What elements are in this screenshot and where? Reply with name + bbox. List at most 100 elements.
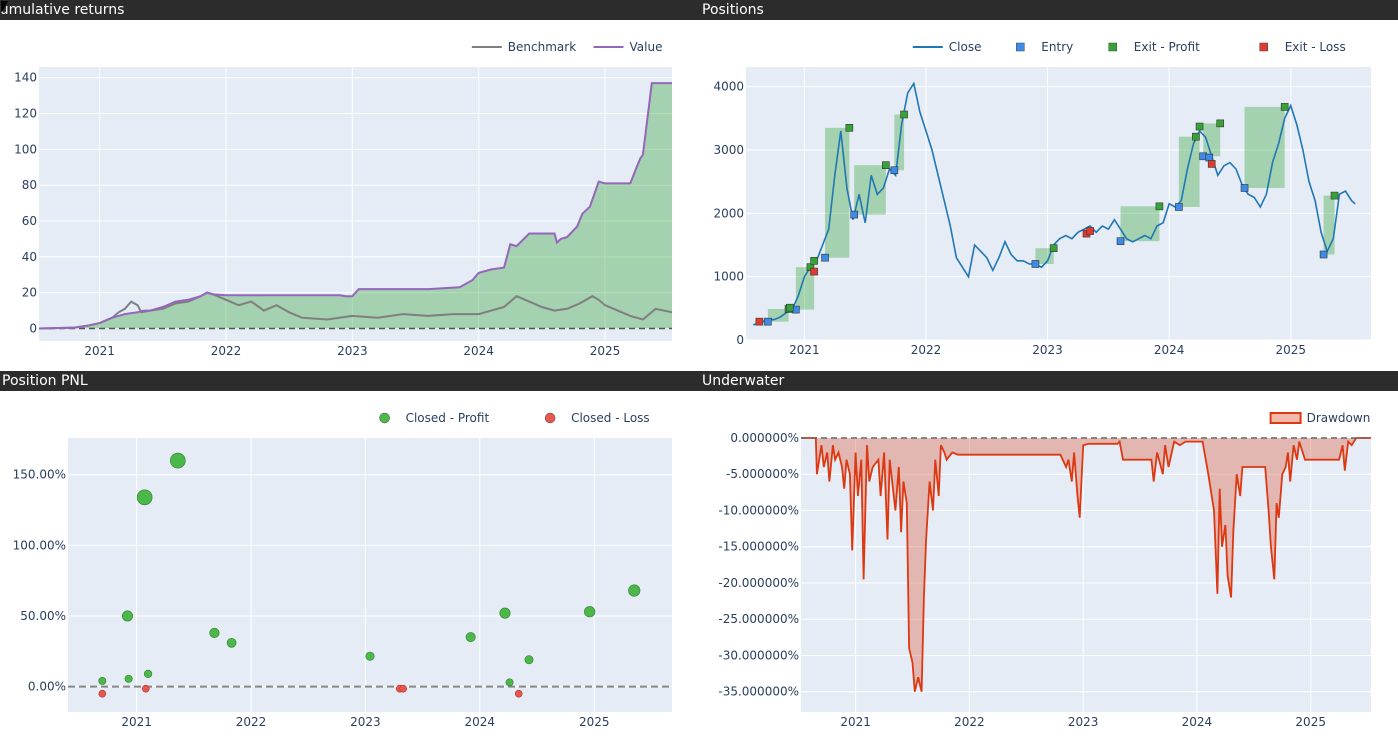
profit-trade-band [1203,123,1221,157]
loss-point [98,689,107,698]
y-tick-label: 50.00% [20,609,66,623]
legend-square-swatch [1108,42,1118,52]
y-tick-label: 120 [14,107,37,121]
y-tick-label: 3000 [713,143,744,157]
x-tick-label: 2024 [1154,343,1185,357]
plot-area [68,438,672,712]
y-tick-label: -15.000000% [718,540,799,554]
exit-profit-marker [845,124,854,132]
legend-circle-swatch [544,412,556,424]
profit-point [143,669,153,678]
exit-profit-marker [1155,202,1164,211]
profit-trade-band [795,267,815,310]
x-tick-label: 2022 [911,343,942,357]
y-tick-label: -10.000000% [718,503,799,517]
y-tick-label: 0 [736,333,744,347]
positions-chart: 2021 2022 2023 2024 2025 0 1000 2000 3000 4000 Exi… [713,40,1371,357]
profit-point [226,637,237,648]
y-tick-label: 150.00% [13,468,66,482]
x-tick-label: 2022 [954,715,985,729]
mouse-cursor-icon [1,1,8,13]
legend-area-swatch [1269,412,1302,424]
profit-point [365,651,375,661]
profit-point [209,627,220,638]
x-tick-label: 2021 [840,715,871,729]
benchmark-line [38,291,673,330]
entry-marker [764,317,772,326]
value-above-baseline-fill [39,83,672,329]
y-tick-label: 1000 [713,270,744,284]
x-tick-label: 2021 [121,715,152,729]
profit-point [584,606,596,618]
exit-loss-marker [1207,160,1216,168]
entry-marker [1175,203,1183,211]
profit-point [524,655,534,665]
profit-trade-band [767,308,789,322]
x-tick-label: 2024 [465,715,496,729]
x-tick-label: 2025 [579,715,610,729]
legend-label: Benchmark [508,40,576,54]
positions-title: Positions [702,2,764,18]
x-tick-label: 2025 [1275,343,1306,357]
y-tick-label: 100 [14,142,37,156]
exit-loss-marker [1086,227,1094,235]
exit-profit-marker [900,110,908,119]
entry-marker [1116,237,1125,245]
loss-point [141,684,150,693]
exit-profit-marker [810,257,818,265]
x-tick-label: 2025 [1295,715,1326,729]
profit-point [505,678,514,687]
underwater-title: Underwater [702,373,785,389]
drawdown-line [801,437,1371,692]
value-line [38,82,672,330]
legend-label: Closed - Loss [571,411,650,425]
legend-label: Exit - Loss [1285,40,1346,54]
y-tick-label: 140 [14,71,37,85]
profit-point [98,676,107,685]
exit-profit-marker [1280,103,1289,111]
loss-point [399,684,407,693]
legend-label: Close [949,40,982,54]
legend-square-swatch [1016,42,1025,52]
y-tick-label: 60 [22,214,37,228]
legend-label: Exit - Profit [1134,40,1200,54]
y-tick-label: 80 [22,178,37,192]
y-tick-label: 100.00% [13,538,66,552]
y-tick-label: -35.000000% [718,685,799,699]
x-tick-label: 2021 [84,344,115,358]
x-tick-label: 2024 [1182,715,1213,729]
x-tick-label: 2022 [211,344,242,358]
profit-point [628,584,641,597]
legend-label: Drawdown [1307,411,1371,425]
bottom-panel-bar: Position PNL Underwater [0,371,1398,391]
y-tick-label: 0 [29,321,37,335]
y-tick-label: 4000 [713,80,744,94]
legend-circle-swatch [379,412,390,424]
entry-marker [821,253,829,262]
top-panel-bar: Cumulative returns Positions [0,0,1398,20]
exit-profit-marker [1195,122,1204,131]
profit-point [124,674,133,683]
profit-point [122,610,133,622]
profit-trade-band [1035,248,1054,264]
legend-label: Entry [1041,40,1073,54]
entry-marker [1240,184,1249,192]
legend-square-swatch [1259,42,1268,52]
x-tick-label: 2024 [463,344,494,358]
cumulative-returns-chart: 2021 2022 2023 2024 2025 0 20 40 60 80 100 120 140 Va… [14,40,673,358]
close-price-line [753,81,1356,326]
exit-profit-marker [785,303,794,312]
x-tick-label: 2025 [590,344,621,358]
y-tick-label: 40 [22,250,37,264]
profit-point [499,607,511,619]
x-tick-label: 2023 [1068,715,1099,729]
exit-profit-marker [1330,191,1339,200]
entry-marker [1319,250,1328,259]
entry-marker [850,210,859,219]
position-pnl-title: Position PNL [2,373,88,389]
exit-loss-marker [755,317,764,326]
entry-marker [1205,153,1214,162]
x-tick-label: 2022 [236,715,267,729]
y-tick-label: -25.000000% [718,612,799,626]
